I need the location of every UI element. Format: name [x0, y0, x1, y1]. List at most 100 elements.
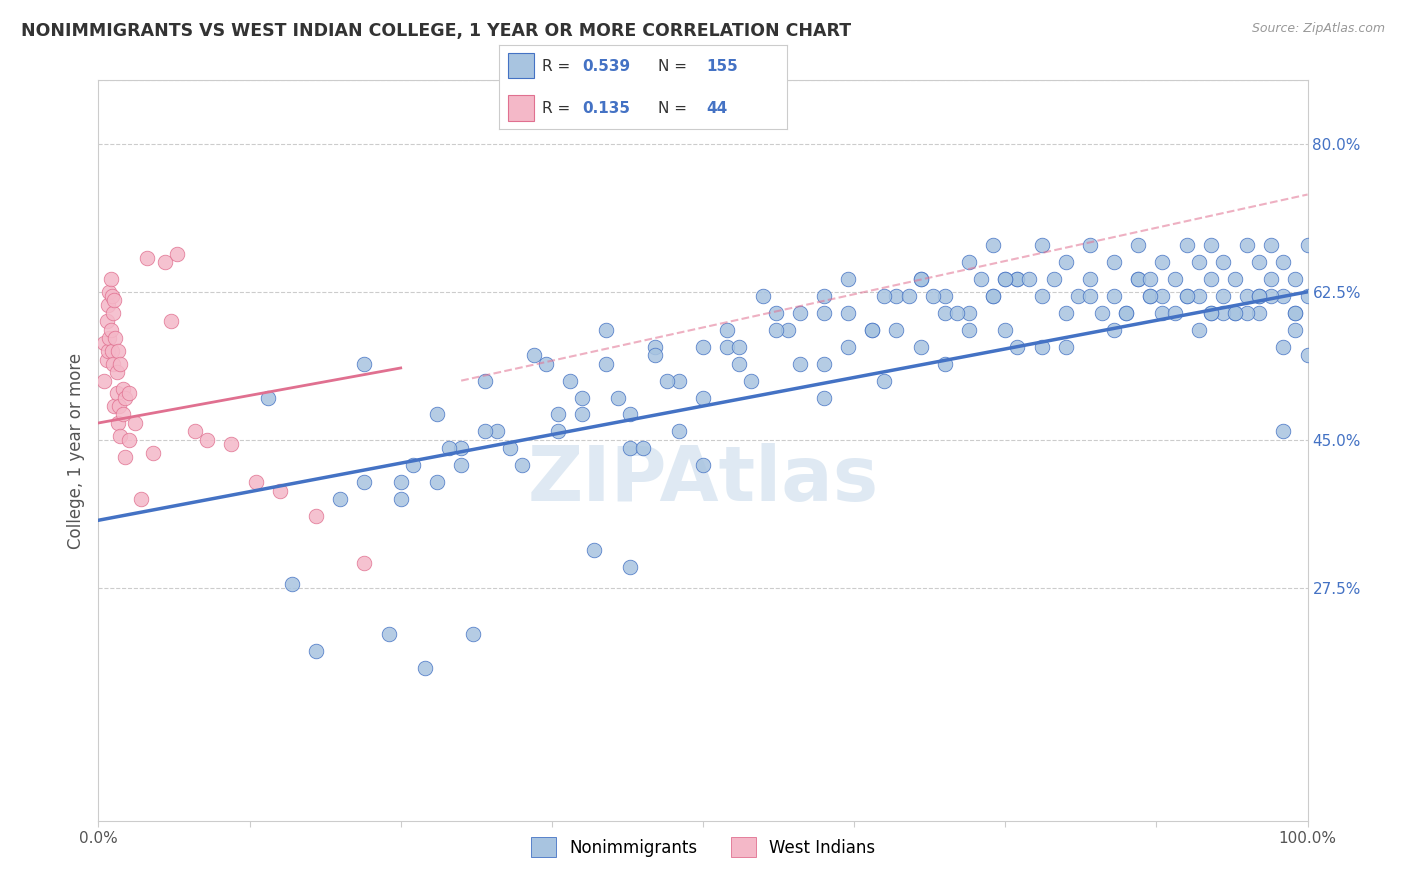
Point — [1128, 272, 1150, 286]
Point — [619, 408, 641, 422]
Point — [1212, 306, 1234, 320]
Point — [571, 391, 593, 405]
Text: ZIPAtlas: ZIPAtlas — [527, 443, 879, 517]
Point — [1078, 238, 1101, 252]
Point — [692, 340, 714, 354]
Point — [105, 386, 128, 401]
Point — [1199, 238, 1222, 252]
Point — [1272, 340, 1295, 354]
Point — [166, 246, 188, 260]
Point — [1163, 306, 1185, 320]
Point — [1188, 323, 1211, 337]
Point — [450, 442, 472, 456]
Point — [1128, 238, 1150, 252]
Point — [353, 556, 375, 570]
Point — [1152, 255, 1174, 269]
Point — [96, 352, 118, 367]
Point — [692, 458, 714, 473]
Point — [1102, 255, 1125, 269]
Point — [498, 442, 520, 456]
Point — [668, 374, 690, 388]
Point — [716, 340, 738, 354]
Point — [1007, 340, 1029, 354]
Point — [426, 475, 449, 490]
Point — [1199, 306, 1222, 320]
Point — [329, 492, 352, 507]
Point — [1223, 306, 1246, 320]
Point — [413, 661, 436, 675]
Point — [389, 475, 412, 490]
Point — [108, 399, 131, 413]
Point — [100, 344, 122, 359]
Point — [104, 331, 127, 345]
Point — [655, 374, 678, 388]
Point — [1296, 238, 1319, 252]
Point — [644, 340, 666, 354]
Point — [813, 391, 835, 405]
Bar — [508, 95, 534, 120]
Point — [1175, 238, 1198, 252]
Point — [450, 458, 472, 473]
Point — [1296, 289, 1319, 303]
Point — [860, 323, 883, 337]
Point — [1031, 289, 1053, 303]
Point — [994, 272, 1017, 286]
Point — [716, 323, 738, 337]
Point — [934, 357, 956, 371]
Point — [1188, 255, 1211, 269]
Point — [921, 289, 943, 303]
Point — [98, 285, 121, 299]
Point — [619, 442, 641, 456]
Point — [1249, 306, 1271, 320]
Point — [97, 297, 120, 311]
Point — [103, 293, 125, 308]
Point — [934, 306, 956, 320]
Point — [547, 408, 569, 422]
Text: 0.539: 0.539 — [582, 59, 631, 74]
Point — [510, 458, 533, 473]
Point — [740, 374, 762, 388]
Point — [114, 391, 136, 405]
Point — [1223, 306, 1246, 320]
Text: R =: R = — [543, 101, 575, 116]
Point — [153, 255, 176, 269]
Point — [195, 433, 218, 447]
Point — [135, 251, 157, 265]
Point — [93, 335, 115, 350]
Point — [160, 314, 183, 328]
Point — [437, 442, 460, 456]
Point — [389, 492, 412, 507]
Point — [534, 357, 557, 371]
Point — [994, 323, 1017, 337]
Point — [837, 340, 859, 354]
Point — [752, 289, 775, 303]
Point — [571, 408, 593, 422]
Point — [1128, 272, 1150, 286]
Point — [98, 331, 121, 345]
Y-axis label: College, 1 year or more: College, 1 year or more — [66, 352, 84, 549]
Point — [910, 272, 932, 286]
Point — [607, 391, 630, 405]
Point — [1272, 425, 1295, 439]
Point — [837, 272, 859, 286]
Point — [946, 306, 969, 320]
Point — [1102, 323, 1125, 337]
Point — [1007, 272, 1029, 286]
Point — [595, 357, 617, 371]
Text: R =: R = — [543, 59, 575, 74]
Point — [463, 627, 485, 641]
Point — [595, 323, 617, 337]
Point — [558, 374, 581, 388]
Point — [1260, 272, 1282, 286]
Text: NONIMMIGRANTS VS WEST INDIAN COLLEGE, 1 YEAR OR MORE CORRELATION CHART: NONIMMIGRANTS VS WEST INDIAN COLLEGE, 1 … — [21, 22, 851, 40]
Point — [353, 357, 375, 371]
Point — [114, 450, 136, 464]
Point — [644, 348, 666, 362]
Point — [957, 323, 980, 337]
Point — [765, 323, 787, 337]
Point — [1007, 272, 1029, 286]
Point — [1212, 255, 1234, 269]
Point — [1249, 289, 1271, 303]
Point — [1236, 306, 1258, 320]
Point — [1272, 289, 1295, 303]
